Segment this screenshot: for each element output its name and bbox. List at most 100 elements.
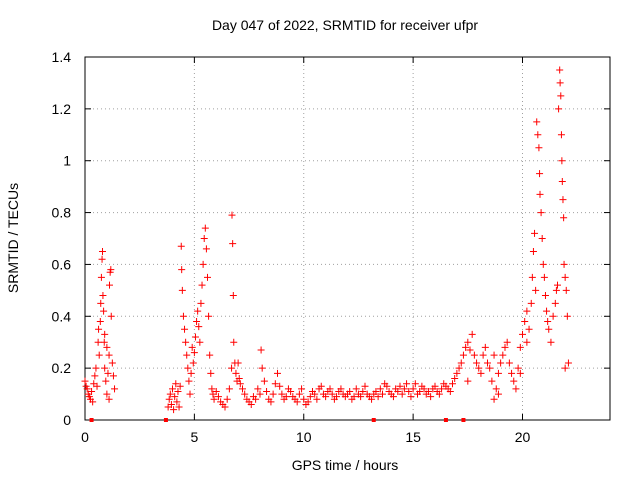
- data-point: [256, 390, 264, 398]
- data-point: [535, 144, 543, 152]
- data-point: [561, 364, 569, 372]
- data-point: [295, 390, 303, 398]
- data-point: [501, 343, 509, 351]
- bottom-marker: [461, 418, 466, 422]
- data-point: [557, 92, 565, 100]
- data-point: [536, 170, 544, 178]
- data-point: [300, 395, 308, 403]
- x-tick-label: 15: [405, 429, 421, 445]
- data-point: [191, 333, 199, 341]
- data-point: [486, 364, 494, 372]
- data-point: [545, 325, 553, 333]
- data-point: [104, 369, 112, 377]
- data-point: [166, 390, 174, 398]
- data-point: [481, 343, 489, 351]
- data-point: [170, 406, 178, 414]
- data-point: [529, 247, 537, 255]
- data-point: [173, 398, 181, 406]
- data-point: [287, 387, 295, 395]
- data-point: [225, 385, 233, 393]
- data-point: [263, 387, 271, 395]
- x-axis-label: GPS time / hours: [292, 457, 399, 473]
- data-point: [468, 330, 476, 338]
- data-point: [326, 385, 334, 393]
- data-point: [105, 351, 113, 359]
- data-point: [394, 387, 402, 395]
- data-point: [172, 380, 180, 388]
- data-point: [311, 390, 319, 398]
- data-point: [556, 79, 564, 87]
- data-point: [101, 330, 109, 338]
- y-tick-label: 0.4: [52, 308, 72, 324]
- data-point: [528, 273, 536, 281]
- data-point: [398, 390, 406, 398]
- bottom-marker: [89, 418, 94, 422]
- data-point: [178, 266, 186, 274]
- data-point: [492, 385, 500, 393]
- data-point: [94, 338, 102, 346]
- plot-frame: [84, 56, 611, 421]
- data-point: [346, 387, 354, 395]
- data-point: [534, 131, 542, 139]
- data-point: [210, 395, 218, 403]
- data-point: [449, 380, 456, 388]
- data-point: [564, 359, 572, 367]
- data-point: [89, 398, 97, 406]
- data-point: [514, 364, 522, 372]
- data-point: [235, 375, 243, 383]
- y-tick-label: 0: [63, 412, 71, 428]
- data-point: [236, 380, 244, 388]
- data-point: [178, 286, 186, 294]
- bottom-marker: [371, 418, 376, 422]
- data-point: [558, 157, 566, 165]
- data-point: [201, 224, 209, 232]
- data-point: [184, 364, 192, 372]
- data-point: [102, 377, 110, 385]
- data-point: [372, 387, 380, 395]
- axes: 0 5 10 15 20 0 0.2 0.4 0.6 0.8 1 1.2 1.4: [52, 49, 611, 445]
- data-point: [247, 400, 255, 408]
- data-point: [185, 377, 193, 385]
- data-point: [88, 387, 96, 395]
- data-point: [182, 338, 190, 346]
- data-point: [196, 338, 204, 346]
- data-point: [257, 346, 265, 354]
- data-point: [523, 307, 531, 315]
- y-axis-label: SRMTID / TECUs: [5, 183, 21, 293]
- y-tick-label: 1.4: [52, 49, 72, 65]
- data-point: [409, 385, 417, 393]
- data-point: [420, 385, 428, 393]
- data-point: [212, 387, 220, 395]
- data-point: [109, 372, 117, 380]
- data-point: [99, 292, 107, 300]
- data-point: [105, 395, 113, 403]
- data-point: [494, 390, 502, 398]
- data-points: [81, 66, 572, 414]
- data-point: [306, 393, 314, 401]
- data-point: [241, 390, 249, 398]
- data-point: [497, 359, 505, 367]
- data-point: [97, 273, 105, 281]
- data-point: [473, 359, 481, 367]
- data-point: [183, 351, 191, 359]
- data-point: [359, 387, 367, 395]
- data-point: [453, 369, 461, 377]
- data-point: [516, 343, 524, 351]
- y-tick-label: 0.2: [52, 360, 72, 376]
- data-point: [459, 351, 467, 359]
- data-point: [228, 211, 236, 219]
- data-point: [103, 390, 111, 398]
- data-point: [527, 299, 535, 307]
- data-point: [361, 382, 369, 390]
- data-point: [521, 317, 529, 325]
- data-point: [560, 260, 568, 268]
- data-point: [479, 351, 487, 359]
- data-point: [198, 281, 206, 289]
- data-point: [252, 395, 260, 403]
- data-point: [232, 369, 240, 377]
- data-point: [475, 364, 483, 372]
- data-point: [239, 385, 246, 393]
- data-point: [83, 385, 91, 393]
- y-tick-label: 0.8: [52, 205, 72, 221]
- data-point: [519, 330, 526, 338]
